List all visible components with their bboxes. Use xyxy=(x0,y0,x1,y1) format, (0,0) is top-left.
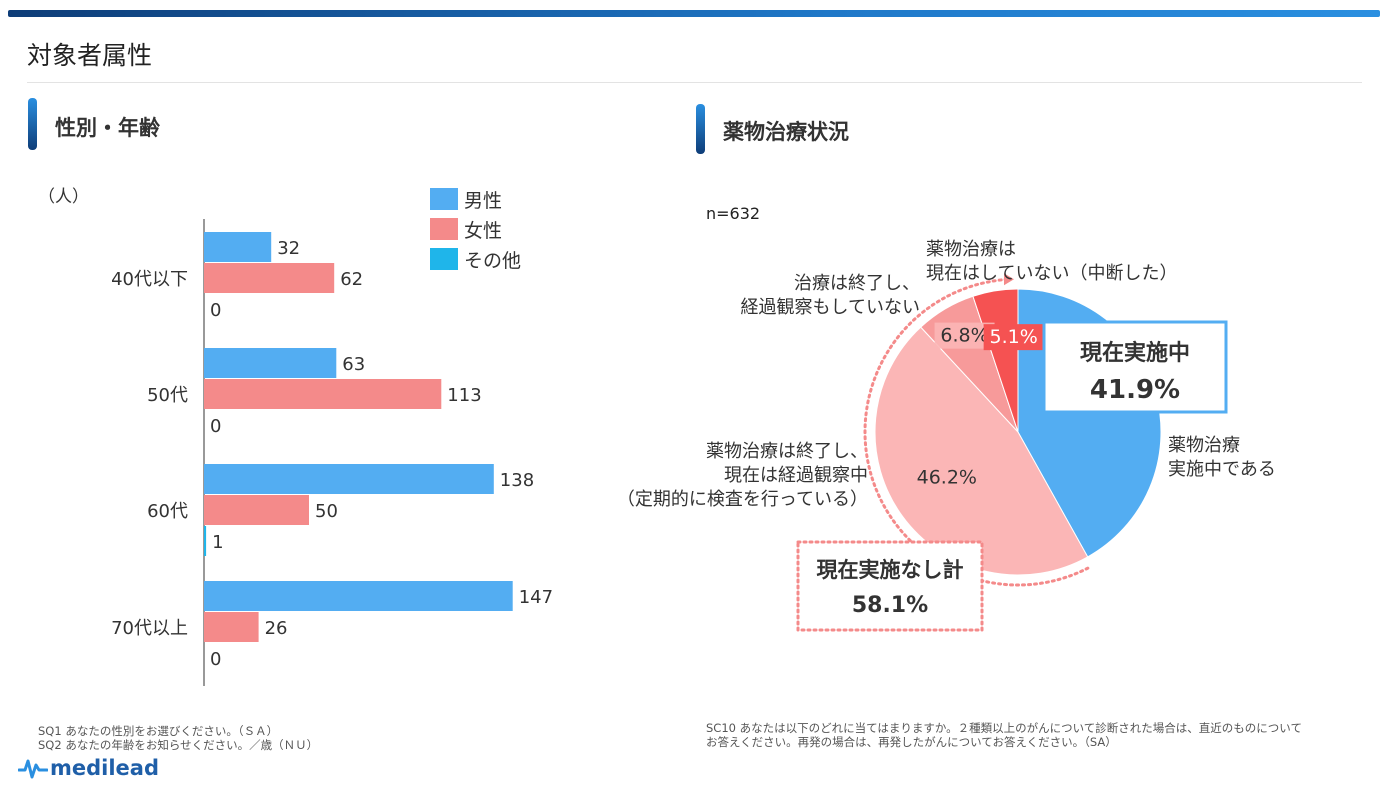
pie-note-current-line2: 実施中である xyxy=(1168,459,1276,480)
callout-none-pct: 58.1% xyxy=(852,593,928,618)
pie-note-current: 薬物治療 実施中である xyxy=(1168,434,1276,482)
category-label: 50代 xyxy=(147,385,188,406)
pie-note-observation-line2: 現在は経過観察中 xyxy=(724,465,868,486)
pie-note-interrupted-line1: 薬物治療は xyxy=(926,239,1016,260)
legend-item-male: 男性 xyxy=(430,187,503,212)
bar-value-label: 0 xyxy=(210,649,221,670)
category-label: 60代 xyxy=(147,501,188,522)
section-accent-right xyxy=(696,104,705,154)
pie-note-interrupted: 薬物治療は 現在はしていない（中断した） xyxy=(926,238,1177,286)
sample-size-label: n=632 xyxy=(706,204,761,223)
pie-label-bg xyxy=(983,324,1044,351)
bar-male xyxy=(204,348,337,378)
medilead-logo: medilead xyxy=(18,756,159,780)
legend-item-female: 女性 xyxy=(430,217,503,242)
pie-pct-label: 6.8% xyxy=(940,325,988,347)
callout-none-title: 現在実施なし計 xyxy=(817,558,964,582)
pie-note-no-observation-line2: 経過観察もしていない xyxy=(740,297,920,318)
pie-note-no-observation: 治療は終了し、 経過観察もしていない xyxy=(700,272,920,320)
bar-value-label: 0 xyxy=(210,416,221,437)
footnote-right: SC10 あなたは以下のどれに当てはまりますか。２種類以上のがんについて診断され… xyxy=(706,721,1302,749)
category-label: 70代以上 xyxy=(111,618,188,639)
legend-label-other: その他 xyxy=(464,249,522,272)
none-total-dotted-arc xyxy=(863,277,1090,587)
callout-none-box xyxy=(796,540,984,632)
bar-value-label: 32 xyxy=(277,238,300,259)
category-label: 40代以下 xyxy=(111,269,188,290)
bar-value-label: 147 xyxy=(519,587,553,608)
unit-label: （人） xyxy=(38,187,89,207)
gender-age-bar-chart: 40代以下 32 62 0 50代 63 113 0 60代 138 50 1 70代以上 147 26 0 xyxy=(111,219,553,686)
legend-swatch-other xyxy=(430,248,458,270)
callout-current-box xyxy=(1042,320,1228,414)
footnote-left-line1: SQ1 あなたの性別をお選びください。（ＳＡ） xyxy=(38,724,279,738)
section-accent-left xyxy=(28,98,37,150)
arc-arrow-icon xyxy=(1003,273,1014,286)
pie-note-current-line1: 薬物治療 xyxy=(1168,435,1240,456)
section-title-drug-treatment: 薬物治療状況 xyxy=(723,120,849,144)
bar-female xyxy=(204,495,309,525)
legend-label-male: 男性 xyxy=(464,189,503,212)
bar-value-label: 113 xyxy=(447,385,481,406)
top-accent-bar xyxy=(8,10,1380,17)
bar-male xyxy=(204,464,494,494)
bar-value-label: 138 xyxy=(500,470,534,491)
pie-pct-label: 46.2% xyxy=(917,467,977,489)
bar-male xyxy=(204,232,272,262)
footnote-left-line2: SQ2 あなたの年齢をお知らせください。／歳（ＮＵ） xyxy=(38,738,319,752)
pie-pct-label: 5.1% xyxy=(990,326,1038,348)
logo-text: medilead xyxy=(50,756,159,780)
callout-current-pct: 41.9% xyxy=(1090,375,1180,405)
legend-swatch-male xyxy=(430,188,458,210)
bar-value-label: 26 xyxy=(265,618,288,639)
bar-female xyxy=(204,263,335,293)
title-divider xyxy=(27,82,1362,83)
footnote-left: SQ1 あなたの性別をお選びください。（ＳＡ） SQ2 あなたの年齢をお知らせく… xyxy=(38,724,318,752)
page-title: 対象者属性 xyxy=(27,41,153,70)
bar-value-label: 1 xyxy=(212,532,223,553)
bar-value-label: 62 xyxy=(340,269,363,290)
footnote-right-line2: お答えください。再発の場合は、再発したがんについてお答えください。（SA） xyxy=(706,735,1117,749)
bar-male xyxy=(204,581,513,611)
pie-note-observation-line1: 薬物治療は終了し、 xyxy=(706,441,868,462)
bar-value-label: 0 xyxy=(210,300,221,321)
legend-item-other: その他 xyxy=(430,247,522,272)
bar-value-label: 63 xyxy=(342,354,365,375)
pie-slice-observation xyxy=(874,326,1089,576)
bar-other xyxy=(204,526,207,556)
section-title-gender-age: 性別・年齢 xyxy=(55,116,160,140)
legend-swatch-female xyxy=(430,218,458,240)
drug-treatment-pie-chart: 46.2% 6.8% 5.1% 現在実施中 41.9% 現在実施なし計 58.1% xyxy=(796,273,1228,632)
callout-current-title: 現在実施中 xyxy=(1080,340,1190,366)
pie-note-interrupted-line2: 現在はしていない（中断した） xyxy=(926,263,1178,284)
bar-female xyxy=(204,379,442,409)
bar-female xyxy=(204,612,259,642)
pie-note-observation-line3: （定期的に検査を行っている） xyxy=(616,489,868,510)
pie-note-no-observation-line1: 治療は終了し、 xyxy=(794,273,920,294)
bar-value-label: 50 xyxy=(315,501,338,522)
footnote-right-line1: SC10 あなたは以下のどれに当てはまりますか。２種類以上のがんについて診断され… xyxy=(706,721,1302,735)
logo-pulse-icon xyxy=(18,759,48,779)
legend-label-female: 女性 xyxy=(464,219,503,242)
pie-note-observation: 薬物治療は終了し、 現在は経過観察中 （定期的に検査を行っている） xyxy=(600,440,868,512)
